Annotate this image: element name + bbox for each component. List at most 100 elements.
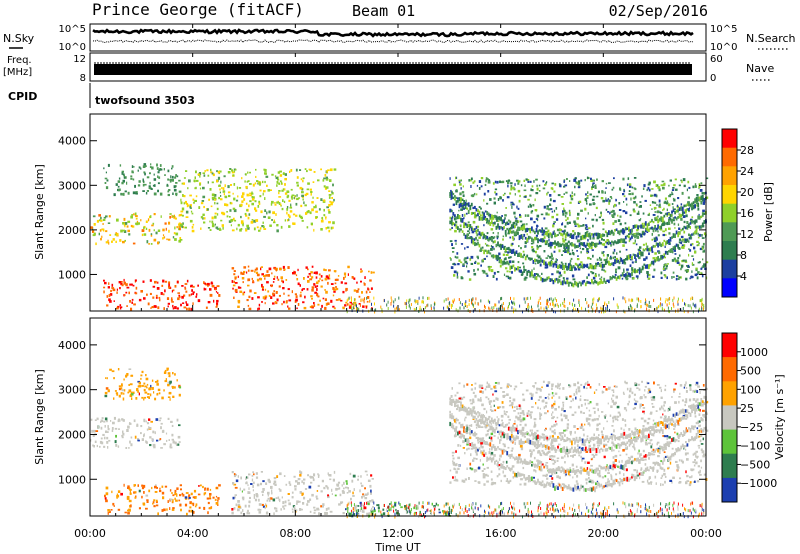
range-gate-cell	[615, 277, 618, 281]
range-gate-cell	[306, 503, 309, 506]
range-gate-cell	[128, 291, 130, 295]
range-gate-cell	[102, 218, 106, 221]
range-gate-cell	[242, 281, 244, 284]
range-gate-cell	[587, 383, 590, 386]
range-gate-cell	[249, 289, 252, 293]
range-gate-cell	[203, 205, 205, 209]
range-gate-cell	[468, 424, 472, 427]
range-gate-cell	[565, 219, 567, 222]
range-gate-cell	[595, 232, 598, 237]
range-gate-cell	[520, 225, 523, 228]
range-gate-cell	[107, 389, 110, 393]
range-gate-cell	[470, 239, 473, 244]
range-gate-cell	[640, 300, 642, 303]
range-gate-cell	[287, 219, 289, 222]
range-gate-cell	[303, 201, 305, 205]
range-gate-cell	[631, 271, 633, 276]
range-gate-cell	[201, 200, 205, 202]
range-gate-cell	[460, 277, 464, 280]
range-gate-cell	[267, 189, 271, 192]
range-gate-cell	[145, 374, 147, 377]
range-gate-cell	[519, 220, 523, 223]
range-gate-cell	[130, 391, 133, 395]
range-gate-cell	[466, 207, 469, 210]
range-gate-cell	[684, 269, 687, 272]
range-gate-cell	[179, 484, 182, 487]
range-gate-cell	[481, 231, 484, 236]
range-gate-cell	[159, 487, 161, 490]
range-gate-cell	[272, 281, 275, 283]
range-gate-cell	[613, 297, 615, 301]
range-gate-cell	[371, 302, 372, 306]
range-gate-cell	[297, 481, 300, 485]
range-gate-cell	[255, 472, 258, 475]
range-gate-cell	[589, 467, 591, 470]
range-gate-cell	[311, 305, 314, 308]
range-gate-cell	[311, 208, 314, 212]
range-gate-cell	[337, 275, 340, 277]
range-gate-cell	[680, 208, 683, 211]
range-gate-cell	[141, 384, 144, 387]
range-gate-cell	[553, 304, 555, 308]
range-gate-cell	[100, 426, 103, 430]
range-gate-cell	[132, 284, 135, 287]
range-gate-cell	[591, 241, 594, 244]
range-gate-cell	[460, 187, 462, 190]
range-gate-cell	[185, 210, 189, 214]
range-gate-cell	[279, 489, 282, 492]
range-gate-cell	[539, 413, 543, 417]
range-gate-cell	[243, 266, 247, 269]
range-gate-cell	[559, 434, 562, 437]
range-gate-cell	[512, 238, 514, 241]
range-gate-cell	[362, 493, 365, 496]
range-gate-cell	[610, 255, 612, 258]
range-gate-cell	[662, 407, 664, 410]
range-gate-cell	[546, 208, 549, 210]
range-gate-cell	[108, 241, 110, 245]
range-gate-cell	[549, 194, 552, 197]
range-gate-cell	[617, 214, 619, 217]
range-gate-cell	[527, 303, 529, 306]
range-gate-cell	[592, 276, 596, 280]
range-gate-cell	[260, 210, 263, 214]
range-gate-cell	[167, 193, 170, 197]
range-gate-cell	[671, 189, 675, 191]
range-gate-cell	[574, 185, 576, 189]
range-gate-cell	[605, 307, 607, 310]
range-gate-cell	[615, 310, 617, 314]
range-gate-cell	[462, 396, 466, 399]
range-gate-cell	[160, 215, 162, 218]
range-gate-cell	[150, 188, 153, 190]
range-gate-cell	[292, 505, 296, 508]
range-gate-cell	[122, 179, 125, 183]
range-gate-cell	[253, 473, 255, 476]
range-gate-cell	[697, 207, 700, 211]
noise-left-tick-top: 10^5	[59, 24, 86, 35]
range-gate-cell	[120, 392, 123, 395]
range-gate-cell	[251, 191, 253, 195]
range-gate-cell	[603, 243, 606, 246]
range-gate-cell	[561, 243, 564, 246]
range-gate-cell	[646, 307, 648, 311]
range-gate-cell	[268, 210, 271, 214]
range-gate-cell	[162, 228, 165, 232]
range-gate-cell	[506, 227, 509, 231]
range-gate-cell	[490, 220, 493, 224]
range-gate-cell	[150, 233, 153, 235]
range-gate-cell	[320, 198, 323, 201]
range-gate-cell	[311, 201, 314, 204]
range-gate-cell	[673, 184, 676, 187]
range-gate-cell	[294, 195, 297, 198]
range-gate-cell	[246, 476, 248, 479]
range-gate-cell	[217, 504, 219, 506]
range-gate-cell	[520, 184, 523, 187]
range-gate-cell	[278, 190, 281, 192]
range-gate-cell	[585, 478, 588, 481]
range-gate-cell	[510, 203, 512, 206]
range-gate-cell	[629, 185, 632, 188]
range-gate-cell	[237, 300, 241, 304]
range-gate-cell	[563, 300, 565, 304]
range-gate-cell	[548, 208, 551, 211]
range-gate-cell	[142, 180, 145, 182]
range-gate-cell	[237, 305, 240, 308]
